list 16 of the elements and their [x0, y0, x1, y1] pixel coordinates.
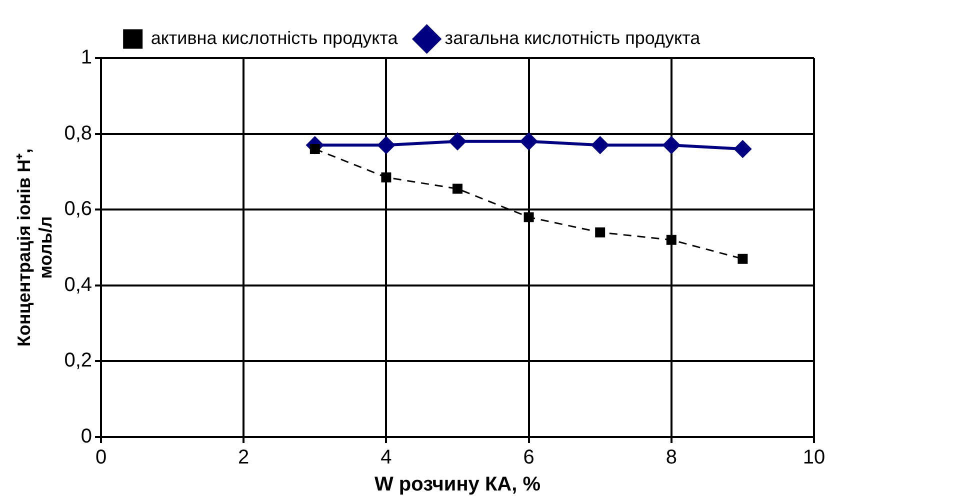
x-tick-label: 0	[95, 446, 107, 469]
x-tick-label: 8	[666, 446, 677, 469]
x-axis-title: W розчину КА, %	[374, 474, 541, 496]
legend-label: активна кислотність продукта	[150, 28, 399, 48]
x-tick-label: 2	[238, 446, 250, 469]
y-tick-label: 1	[80, 46, 92, 69]
y-tick-label: 0,8	[64, 122, 92, 144]
x-tick-label: 10	[802, 446, 826, 469]
y-tick-label: 0,6	[64, 198, 92, 220]
y-tick-label: 0,4	[64, 274, 92, 296]
y-tick-label: 0,2	[64, 350, 92, 372]
x-tick-label: 4	[380, 446, 392, 469]
y-axis-title: Концентрація іонів H⁺, моль/л	[14, 148, 56, 347]
legend-label: загальна кислотність продукта	[444, 28, 702, 48]
y-tick-label: 0	[80, 426, 92, 448]
x-tick-label: 6	[523, 446, 534, 469]
